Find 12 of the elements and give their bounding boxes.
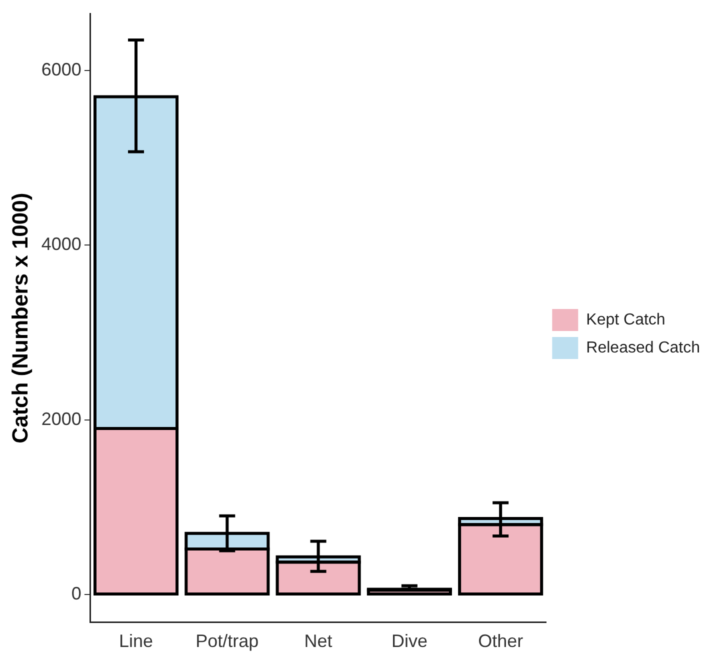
legend-label: Released Catch — [586, 339, 700, 356]
x-tick-label: Dive — [391, 631, 428, 652]
x-tick-label: Pot/trap — [196, 631, 259, 652]
x-tick-label: Line — [119, 631, 154, 652]
x-tick-label: Other — [478, 631, 524, 652]
legend-label: Kept Catch — [586, 311, 666, 328]
x-tick-label: Net — [304, 631, 332, 652]
y-tick-label: 4000 — [41, 234, 82, 254]
y-tick-label: 0 — [71, 583, 82, 604]
y-tick-label: 2000 — [41, 408, 82, 429]
y-tick-label: 6000 — [41, 60, 82, 80]
y-axis-title: Catch (Numbers x 1000) — [7, 192, 32, 444]
